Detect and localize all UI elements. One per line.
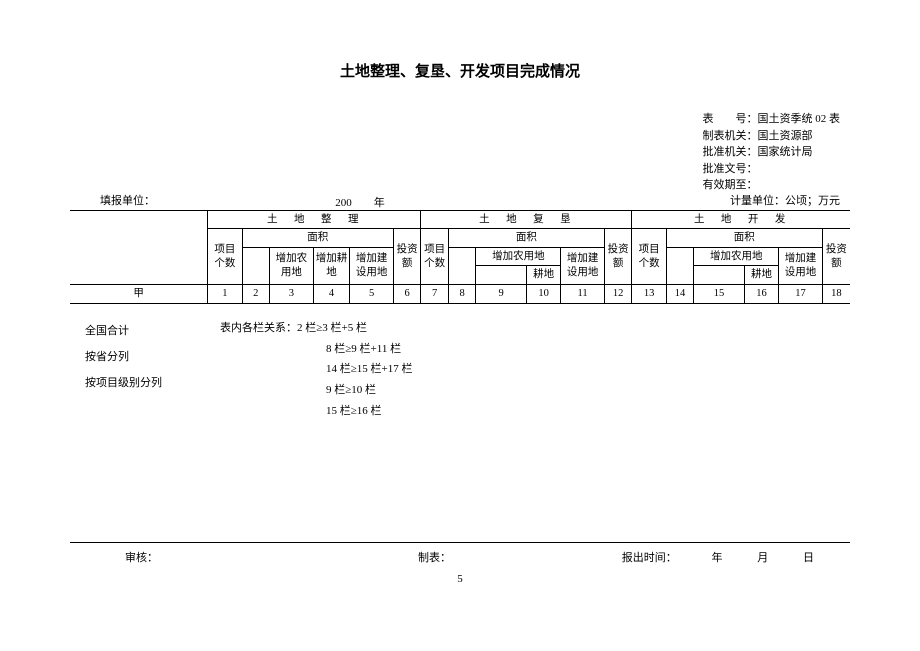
footer-rt-label: 报出时间：: [622, 552, 677, 564]
footer-year: 年: [712, 552, 723, 564]
relation-line: 14 栏≥15 栏+17 栏: [326, 359, 850, 380]
th-farm2: 耕地: [526, 266, 560, 285]
th-sub: [242, 247, 270, 284]
th-sub2: [694, 266, 744, 285]
relations-block: 表内各栏关系：2 栏≥3 栏+5 栏 8 栏≥9 栏+11 栏 14 栏≥15 …: [220, 318, 850, 422]
th-group3: 土 地 开 发: [632, 210, 850, 229]
meta-label: 计量单位：: [730, 195, 785, 207]
footer-month: 月: [757, 552, 768, 564]
col-idx: 9: [476, 285, 526, 304]
col-idx: 14: [666, 285, 694, 304]
row-labels: 全国合计 按省分列 按项目级别分列: [85, 318, 205, 397]
th-agri2: 增加农用地: [476, 247, 561, 266]
col-idx: 13: [632, 285, 666, 304]
col-idx: 2: [242, 285, 270, 304]
col-idx: 6: [393, 285, 421, 304]
th-area: 面积: [242, 229, 393, 248]
th-group2: 土 地 复 垦: [421, 210, 632, 229]
header-table: 土 地 整 理 土 地 复 垦 土 地 开 发 项目个数 面积 投资额 项目个数…: [70, 210, 850, 304]
th-sub: [448, 247, 476, 284]
idx-jia: 甲: [70, 285, 208, 304]
row-label: 全国合计: [85, 318, 205, 344]
col-idx: 11: [561, 285, 605, 304]
footer-audit: 审核：: [125, 549, 158, 565]
meta-label: 批准机关：: [703, 146, 758, 158]
th-area: 面积: [448, 229, 604, 248]
meta-value: 公顷；万元: [785, 195, 840, 207]
th-sub: [666, 247, 694, 284]
page-title: 土地整理、复垦、开发项目完成情况: [70, 60, 850, 81]
meta-label: 表 号：: [703, 113, 758, 125]
relations-prefix: 表内各栏关系：: [220, 322, 297, 334]
relation-line: 15 栏≥16 栏: [326, 401, 850, 422]
col-idx: 10: [526, 285, 560, 304]
relation-line: 2 栏≥3 栏+5 栏: [297, 322, 367, 334]
col-idx: 4: [313, 285, 350, 304]
row-label: 按省分列: [85, 344, 205, 370]
page-number: 5: [70, 573, 850, 585]
meta-value: 国土资季统 02 表: [758, 113, 841, 125]
col-idx: 8: [448, 285, 476, 304]
th-sub2: [476, 266, 526, 285]
col-idx: 1: [208, 285, 242, 304]
th-proj: 项目个数: [208, 229, 242, 285]
footer-report-time: 报出时间： 年 月 日: [606, 549, 830, 565]
th-area: 面积: [666, 229, 822, 248]
th-add-agri: 增加农用地: [270, 247, 314, 284]
th-invest: 投资额: [393, 229, 421, 285]
th-group1: 土 地 整 理: [208, 210, 421, 229]
meta-label: 批准文号：: [703, 163, 758, 175]
meta-label: 制表机关：: [703, 130, 758, 142]
body-area: 全国合计 按省分列 按项目级别分列 表内各栏关系：2 栏≥3 栏+5 栏 8 栏…: [70, 304, 850, 543]
th-add-farm: 增加耕地: [313, 247, 350, 284]
th-proj: 项目个数: [421, 229, 449, 285]
relation-line: 8 栏≥9 栏+11 栏: [326, 339, 850, 360]
meta-block: 表 号：国土资季统 02 表 制表机关：国土资源部 批准机关：国家统计局 批准文…: [703, 111, 841, 194]
meta-value: 国家统计局: [758, 146, 813, 158]
meta-label: 有效期至：: [703, 179, 758, 191]
col-idx: 3: [270, 285, 314, 304]
footer-day: 日: [803, 552, 814, 564]
col-idx: 12: [604, 285, 632, 304]
th-agri2: 增加农用地: [694, 247, 779, 266]
col-idx: 15: [694, 285, 744, 304]
col-idx: 5: [350, 285, 394, 304]
meta-value: 国土资源部: [758, 130, 813, 142]
row-label: 按项目级别分列: [85, 370, 205, 396]
th-add-build: 增加建设用地: [779, 247, 823, 284]
reporting-unit-label: 填报单位：: [100, 192, 155, 208]
footer: 审核： 制表： 报出时间： 年 月 日: [70, 549, 850, 565]
col-idx: 17: [779, 285, 823, 304]
th-invest: 投资额: [604, 229, 632, 285]
th-blank: [70, 210, 208, 285]
th-add-build: 增加建设用地: [350, 247, 394, 284]
th-farm2: 耕地: [744, 266, 778, 285]
th-proj: 项目个数: [632, 229, 666, 285]
relation-line: 9 栏≥10 栏: [326, 380, 850, 401]
col-idx: 7: [421, 285, 449, 304]
col-idx: 18: [822, 285, 850, 304]
col-idx: 16: [744, 285, 778, 304]
th-add-build: 增加建设用地: [561, 247, 605, 284]
footer-make: 制表：: [418, 549, 451, 565]
th-invest: 投资额: [822, 229, 850, 285]
